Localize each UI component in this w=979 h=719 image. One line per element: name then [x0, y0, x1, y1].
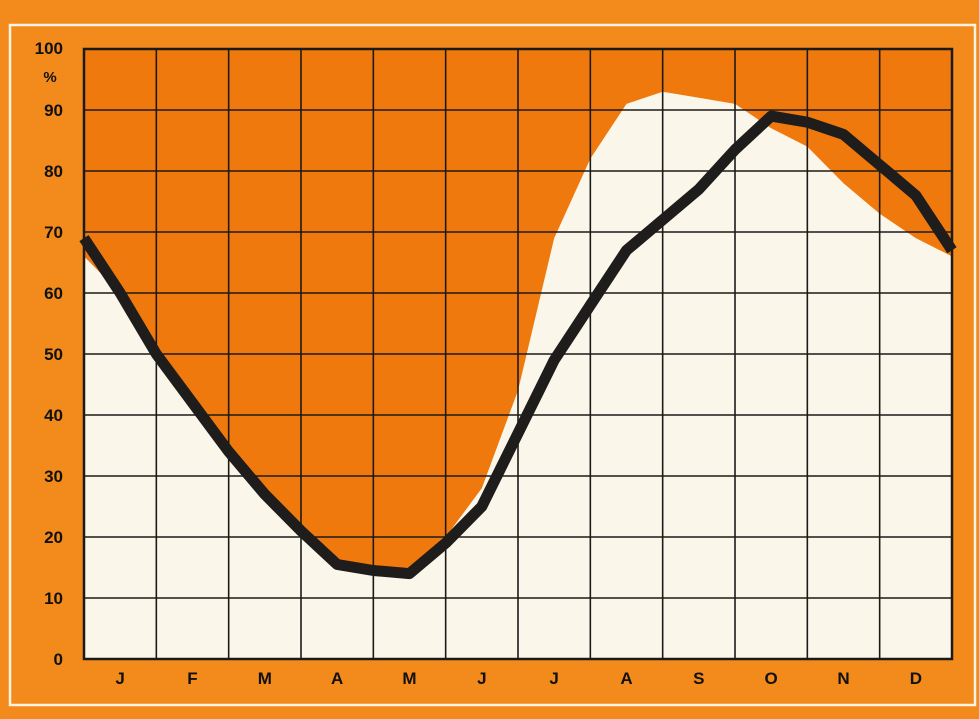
x-tick-label: M — [258, 669, 272, 688]
line-series-layer — [79, 110, 957, 580]
x-tick-label: J — [549, 669, 558, 688]
y-axis-ticks: 0 10 20 30 40 50 60 70 80 90 100 — [35, 39, 63, 669]
x-tick-label: S — [693, 669, 704, 688]
y-tick-label: 40 — [44, 406, 63, 425]
y-tick-label: 10 — [44, 589, 63, 608]
y-tick-label: 70 — [44, 223, 63, 242]
y-tick-label: 50 — [44, 345, 63, 364]
y-tick-label: 80 — [44, 162, 63, 181]
grid-layer — [82, 47, 954, 661]
x-tick-label: M — [402, 669, 416, 688]
y-tick-label: 0 — [54, 650, 63, 669]
line-series — [79, 110, 957, 580]
y-tick-label: 100 — [35, 39, 63, 58]
y-axis-label: % — [43, 69, 56, 86]
y-tick-label: 60 — [44, 284, 63, 303]
x-tick-label: F — [187, 669, 197, 688]
x-tick-label: N — [837, 669, 849, 688]
x-tick-label: J — [477, 669, 486, 688]
x-tick-label: J — [115, 669, 124, 688]
x-tick-label: O — [765, 669, 778, 688]
y-tick-label: 20 — [44, 528, 63, 547]
plot-border — [82, 47, 954, 661]
x-tick-label: D — [910, 669, 922, 688]
x-tick-label: A — [331, 669, 343, 688]
y-tick-label: 30 — [44, 467, 63, 486]
x-tick-label: A — [620, 669, 632, 688]
chart-frame — [8, 23, 977, 707]
y-tick-label: 90 — [44, 101, 63, 120]
